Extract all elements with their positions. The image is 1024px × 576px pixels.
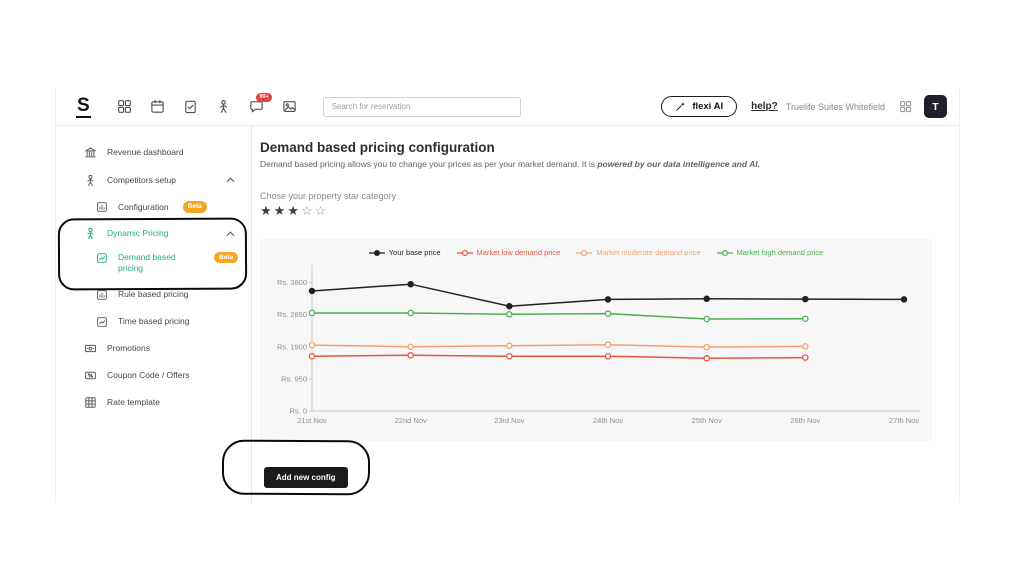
property-name: Truelife Suites Whitefield: [785, 101, 885, 112]
reservation-check-icon[interactable]: [183, 99, 198, 114]
legend-marker-icon: [368, 249, 385, 256]
bank-icon: [84, 146, 97, 159]
svg-text:23rd Nov: 23rd Nov: [494, 416, 525, 425]
trend-chart-icon: [96, 252, 108, 264]
page-subtitle: Demand based pricing allows you to chang…: [260, 159, 959, 169]
person-icon: [84, 174, 97, 187]
table-grid-icon: [84, 396, 97, 409]
sidebar-item-label: Rule based pricing: [118, 289, 189, 300]
empty-stars[interactable]: ☆☆: [300, 203, 329, 218]
housekeeping-person-icon[interactable]: [216, 99, 231, 114]
legend-label: Your base price: [388, 248, 441, 257]
svg-text:22nd Nov: 22nd Nov: [395, 416, 427, 425]
dashboard-grid-icon[interactable]: [117, 99, 132, 114]
trend-chart-icon: [96, 316, 108, 328]
chart-legend: Your base price Market low demand price Ma…: [266, 248, 926, 257]
sidebar-item-label: Revenue dashboard: [107, 146, 184, 157]
banknote-icon: [84, 342, 97, 355]
unread-count-badge: 99+: [256, 93, 272, 102]
bar-chart-icon: [96, 289, 108, 301]
help-link[interactable]: help?: [751, 101, 778, 112]
sidebar-item-label: Dynamic Pricing: [107, 228, 169, 239]
pricing-chart-panel: Your base price Market low demand price Ma…: [260, 239, 932, 441]
sidebar-item-rate-template[interactable]: Rate template: [56, 389, 251, 416]
search-input[interactable]: [322, 96, 521, 117]
beta-badge: Beta: [182, 201, 207, 213]
svg-text:Rs. 3800: Rs. 3800: [277, 278, 307, 287]
flexi-ai-button[interactable]: flexi AI: [661, 96, 738, 117]
filled-stars[interactable]: ★★★: [260, 203, 301, 218]
pricing-line-chart: Rs. 3800 Rs. 2850 Rs. 1900 Rs. 950 Rs. 021st…: [277, 265, 920, 425]
sidebar-item-revenue-dashboard[interactable]: Revenue dashboard: [56, 138, 251, 166]
stayflexi-logo[interactable]: S: [76, 94, 91, 118]
sidebar-item-promotions[interactable]: Promotions: [56, 335, 251, 362]
app-window: S 99+: [55, 88, 960, 503]
navbar-icon-group: 99+: [117, 93, 297, 114]
legend-item[interactable]: Market moderate demand price: [576, 248, 701, 257]
legend-label: Market low demand price: [476, 248, 561, 257]
sidebar-item-label: Configuration: [118, 201, 169, 212]
bar-chart-icon: [96, 201, 108, 213]
beta-badge: Beta: [214, 252, 239, 264]
sidebar-item-label: Competitors setup: [107, 174, 176, 185]
svg-text:27th Nov: 27th Nov: [889, 416, 919, 425]
legend-label: Market high demand price: [736, 248, 824, 257]
svg-text:26th Nov: 26th Nov: [790, 416, 820, 425]
legend-marker-icon: [456, 249, 473, 256]
app-body: Revenue dashboard Competitors setup Conf…: [56, 126, 959, 503]
sidebar-item-demand-based-pricing[interactable]: Demand based pricing Beta: [56, 247, 251, 281]
person-icon: [84, 227, 97, 240]
svg-text:Rs. 0: Rs. 0: [289, 407, 307, 416]
magic-wand-icon: [675, 101, 686, 112]
legend-item[interactable]: Market high demand price: [716, 248, 824, 257]
add-new-config-button[interactable]: Add new config: [264, 467, 348, 488]
legend-label: Market moderate demand price: [596, 248, 701, 257]
legend-marker-icon: [576, 249, 593, 256]
gallery-image-icon[interactable]: [282, 99, 297, 114]
flexi-ai-label: flexi AI: [692, 101, 724, 112]
topbar-right-group: flexi AI help? Truelife Suites Whitefiel…: [661, 95, 947, 118]
sidebar-item-label: Coupon Code / Offers: [107, 370, 190, 381]
subtitle-text: Demand based pricing allows you to chang…: [260, 159, 598, 169]
svg-text:25th Nov: 25th Nov: [692, 416, 722, 425]
svg-text:Rs. 2850: Rs. 2850: [277, 310, 307, 319]
legend-item[interactable]: Your base price: [368, 248, 441, 257]
messages-chat-icon[interactable]: 99+: [249, 93, 272, 114]
sidebar: Revenue dashboard Competitors setup Conf…: [56, 126, 252, 503]
svg-text:Rs. 1900: Rs. 1900: [277, 342, 307, 351]
sidebar-item-dynamic-pricing[interactable]: Dynamic Pricing: [56, 220, 251, 247]
sidebar-item-label: Time based pricing: [118, 316, 190, 327]
sidebar-item-label: Rate template: [107, 397, 160, 408]
main-content: Demand based pricing configuration Deman…: [221, 126, 959, 503]
coupon-percent-icon: [84, 369, 97, 382]
calendar-icon[interactable]: [150, 99, 165, 114]
subtitle-emphasis: powered by our data intelligence and AI.: [597, 159, 760, 169]
sidebar-item-competitors-setup[interactable]: Competitors setup: [56, 166, 251, 194]
page-title: Demand based pricing configuration: [260, 140, 495, 155]
top-navbar: S 99+: [56, 88, 959, 126]
legend-marker-icon: [716, 249, 733, 256]
sidebar-item-coupon-code-offers[interactable]: Coupon Code / Offers: [56, 362, 251, 389]
star-category-label: Chose your property star category: [260, 191, 397, 201]
chevron-up-icon[interactable]: [226, 230, 235, 237]
apps-grid-icon[interactable]: [899, 100, 912, 113]
sidebar-item-time-based-pricing[interactable]: Time based pricing: [56, 308, 251, 335]
sidebar-item-rule-based-pricing[interactable]: Rule based pricing: [56, 281, 251, 308]
svg-text:24th Nov: 24th Nov: [593, 416, 623, 425]
star-rating[interactable]: ★★★☆☆: [260, 203, 959, 219]
chevron-up-icon[interactable]: [226, 177, 235, 183]
sidebar-item-label: Demand based pricing: [118, 252, 176, 273]
user-avatar[interactable]: T: [924, 95, 947, 118]
sidebar-item-label: Promotions: [107, 343, 150, 354]
sidebar-item-configuration[interactable]: Configuration Beta: [56, 194, 251, 220]
svg-text:Rs. 950: Rs. 950: [281, 374, 307, 383]
svg-text:21st Nov: 21st Nov: [297, 416, 327, 425]
legend-item[interactable]: Market low demand price: [456, 248, 561, 257]
